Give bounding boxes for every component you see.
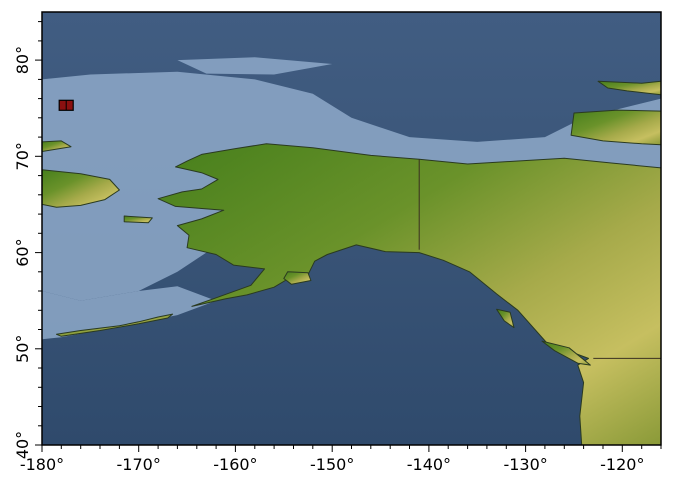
x-tick-label: -120° <box>600 455 644 474</box>
land-masses <box>42 80 661 445</box>
y-tick-label: 60° <box>13 238 32 266</box>
political-borders <box>418 159 661 359</box>
land-haida-gwaii <box>496 308 515 329</box>
x-tick-label: -130° <box>503 455 547 474</box>
shelf-area-1 <box>42 286 217 340</box>
land-aleutian-1 <box>56 313 174 337</box>
map-layers <box>42 12 661 445</box>
x-tick-label: -160° <box>213 455 257 474</box>
land-kodiak-island <box>283 271 312 285</box>
land-prince-patrick-island <box>597 80 661 96</box>
land-vancouver-island <box>541 340 591 366</box>
land-chukotka-south <box>42 169 120 208</box>
land-banks-island <box>570 109 661 146</box>
y-tick-label: 80° <box>13 46 32 74</box>
x-tick-label: -150° <box>310 455 354 474</box>
x-tick-label: -180° <box>20 455 64 474</box>
shelf-area-2 <box>177 57 333 75</box>
land-chukotka <box>42 140 72 152</box>
land-alaska-canada <box>157 143 661 445</box>
land-st-lawrence-island <box>123 215 153 224</box>
location-marker[interactable] <box>58 99 74 111</box>
axes: -180° -170° -160° -150° -140° -130° -120° 40° 50… <box>13 21 662 474</box>
x-tick-label: -170° <box>117 455 161 474</box>
y-tick-label: 70° <box>13 142 32 170</box>
x-tick-label: -140° <box>407 455 451 474</box>
y-tick-label: 40° <box>13 431 32 459</box>
y-tick-label: 50° <box>13 335 32 363</box>
